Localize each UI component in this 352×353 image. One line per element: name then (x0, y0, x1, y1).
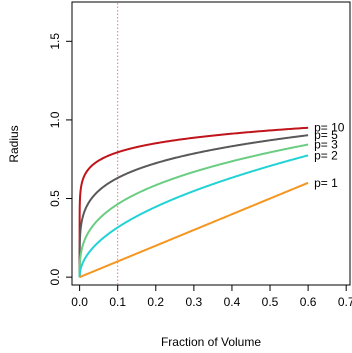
y-axis-title: Radius (7, 125, 21, 162)
y-tick-label: 0.5 (48, 190, 62, 207)
series-label-p10: p= 10 (314, 121, 345, 135)
x-tick-label: 0.7 (338, 295, 352, 309)
x-tick-label: 0.1 (109, 295, 126, 309)
x-tick-label: 0.4 (224, 295, 241, 309)
x-tick-label: 0.5 (262, 295, 279, 309)
series-label-p3: p= 3 (314, 138, 338, 152)
x-axis-title: Fraction of Volume (161, 335, 261, 349)
series-line-p2 (78, 154, 309, 278)
series-label-p5: p= 5 (314, 128, 338, 142)
series-line-p3 (78, 143, 309, 278)
x-tick-label: 0.6 (300, 295, 317, 309)
series-line-p5 (78, 134, 309, 278)
y-tick-label: 1.5 (48, 33, 62, 50)
y-tick-label: 0.0 (48, 268, 62, 285)
x-tick-label: 0.2 (147, 295, 164, 309)
plot-frame (71, 1, 351, 286)
series-line-p10 (78, 126, 309, 278)
series-label-p2: p= 2 (314, 148, 338, 162)
x-tick-label: 0.0 (71, 295, 88, 309)
series-label-p1: p= 1 (314, 176, 338, 190)
y-tick-label: 1.0 (48, 111, 62, 128)
series-line-p1 (78, 181, 309, 279)
x-tick-label: 0.3 (186, 295, 203, 309)
